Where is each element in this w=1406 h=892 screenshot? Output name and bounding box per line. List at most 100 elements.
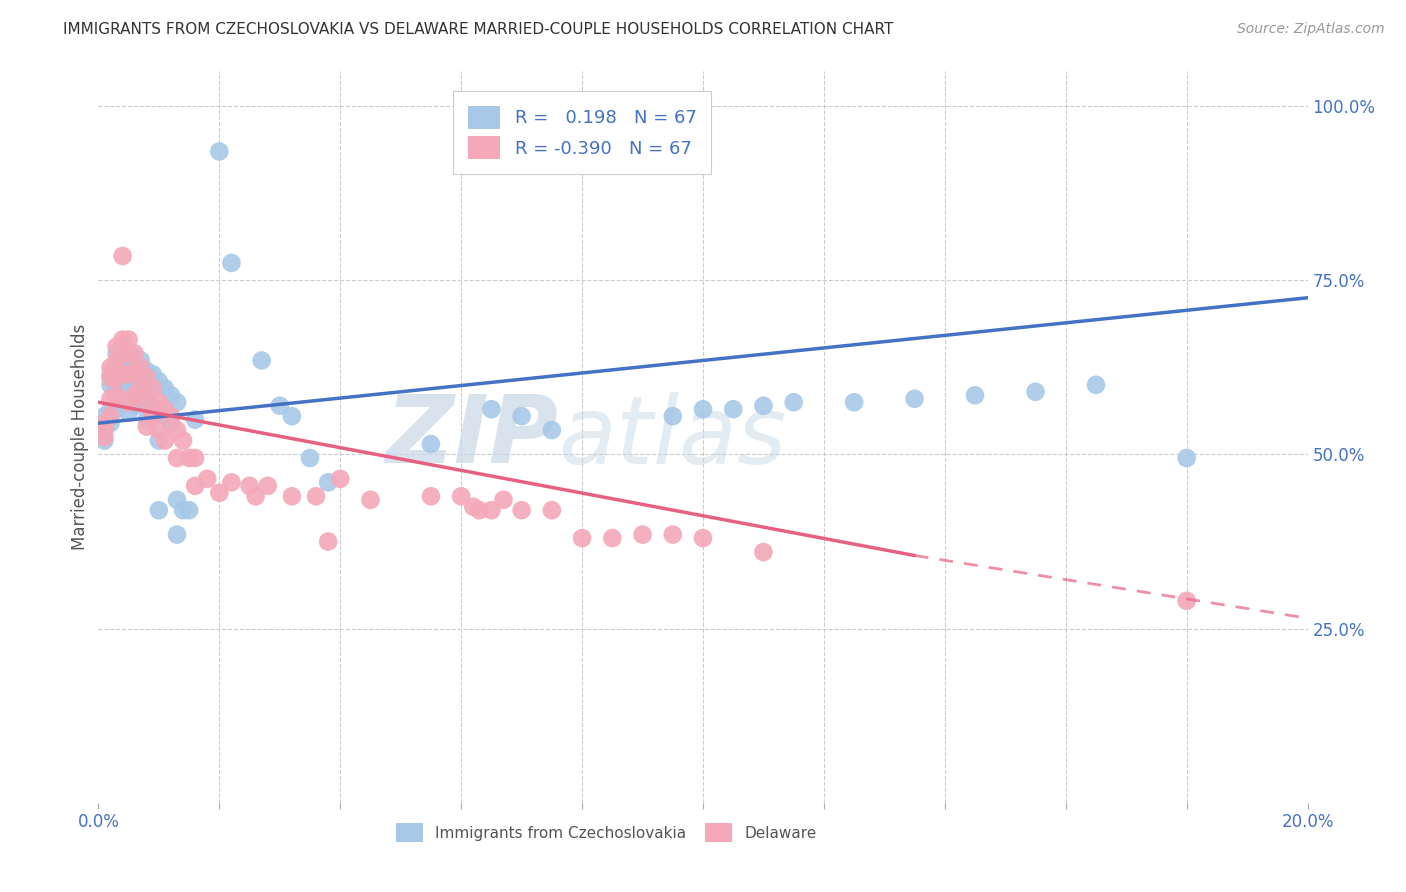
Point bbox=[184, 450, 207, 465]
Point bbox=[124, 346, 146, 360]
Point bbox=[148, 375, 170, 389]
Point bbox=[135, 412, 157, 426]
Point bbox=[124, 364, 146, 378]
Point bbox=[105, 346, 128, 360]
Point bbox=[463, 500, 485, 514]
Point bbox=[153, 402, 176, 417]
Point bbox=[420, 437, 443, 451]
Point bbox=[148, 423, 170, 437]
Point bbox=[135, 364, 157, 378]
Point bbox=[208, 485, 231, 500]
Point bbox=[100, 402, 122, 417]
Point bbox=[105, 339, 128, 353]
Point bbox=[93, 423, 115, 437]
Point bbox=[135, 419, 157, 434]
Point bbox=[124, 399, 146, 413]
Point bbox=[661, 527, 683, 541]
Point bbox=[135, 381, 157, 395]
Point bbox=[105, 402, 128, 417]
Point bbox=[481, 402, 503, 417]
Point bbox=[160, 409, 183, 424]
Point bbox=[93, 416, 115, 430]
Point bbox=[105, 377, 128, 392]
Point bbox=[179, 503, 201, 517]
Point bbox=[148, 406, 170, 420]
Point bbox=[166, 527, 188, 541]
Point bbox=[111, 371, 134, 385]
Y-axis label: Married-couple Households: Married-couple Households bbox=[70, 324, 89, 550]
Point bbox=[129, 353, 152, 368]
Point bbox=[111, 333, 134, 347]
Point bbox=[118, 368, 141, 382]
Point bbox=[129, 360, 152, 375]
Point bbox=[148, 503, 170, 517]
Point bbox=[93, 416, 115, 430]
Point bbox=[631, 527, 654, 541]
Point bbox=[100, 416, 122, 430]
Point bbox=[208, 145, 231, 159]
Point bbox=[153, 381, 176, 395]
Point bbox=[111, 249, 134, 263]
Point bbox=[195, 472, 218, 486]
Point bbox=[245, 489, 267, 503]
Point bbox=[100, 392, 122, 406]
Point bbox=[160, 416, 183, 430]
Point bbox=[111, 353, 134, 368]
Point bbox=[468, 503, 491, 517]
Point bbox=[142, 368, 165, 382]
Point bbox=[692, 531, 714, 545]
Point bbox=[904, 392, 927, 406]
Point bbox=[148, 395, 170, 409]
Point bbox=[172, 434, 194, 448]
Point bbox=[118, 406, 141, 420]
Point bbox=[492, 492, 515, 507]
Point bbox=[142, 381, 165, 395]
Point bbox=[105, 388, 128, 402]
Point bbox=[100, 360, 122, 375]
Point bbox=[269, 399, 291, 413]
Point bbox=[118, 395, 141, 409]
Point bbox=[510, 503, 533, 517]
Point bbox=[250, 353, 273, 368]
Point bbox=[1024, 384, 1046, 399]
Point bbox=[965, 388, 987, 402]
Point bbox=[135, 371, 157, 385]
Point bbox=[692, 402, 714, 417]
Point bbox=[129, 395, 152, 409]
Point bbox=[360, 492, 382, 507]
Point bbox=[510, 409, 533, 424]
Point bbox=[118, 381, 141, 395]
Point bbox=[160, 388, 183, 402]
Point bbox=[105, 353, 128, 368]
Point bbox=[118, 360, 141, 375]
Point bbox=[316, 475, 339, 490]
Point bbox=[93, 434, 115, 448]
Point bbox=[540, 423, 562, 437]
Point bbox=[299, 450, 322, 465]
Point bbox=[93, 430, 115, 444]
Point bbox=[100, 377, 122, 392]
Point bbox=[118, 333, 141, 347]
Point bbox=[305, 489, 328, 503]
Point bbox=[100, 371, 122, 385]
Point bbox=[420, 489, 443, 503]
Point bbox=[100, 409, 122, 424]
Point bbox=[540, 503, 562, 517]
Point bbox=[118, 346, 141, 360]
Point bbox=[118, 346, 141, 360]
Point bbox=[129, 371, 152, 385]
Point bbox=[1175, 450, 1198, 465]
Text: ZIP: ZIP bbox=[385, 391, 558, 483]
Legend: Immigrants from Czechoslovakia, Delaware: Immigrants from Czechoslovakia, Delaware bbox=[388, 815, 824, 850]
Point bbox=[166, 395, 188, 409]
Point bbox=[602, 531, 624, 545]
Point bbox=[148, 434, 170, 448]
Point bbox=[111, 395, 134, 409]
Point bbox=[111, 368, 134, 382]
Text: IMMIGRANTS FROM CZECHOSLOVAKIA VS DELAWARE MARRIED-COUPLE HOUSEHOLDS CORRELATION: IMMIGRANTS FROM CZECHOSLOVAKIA VS DELAWA… bbox=[63, 22, 894, 37]
Point bbox=[124, 360, 146, 375]
Point bbox=[844, 395, 866, 409]
Point bbox=[166, 423, 188, 437]
Point bbox=[281, 409, 304, 424]
Point bbox=[256, 479, 278, 493]
